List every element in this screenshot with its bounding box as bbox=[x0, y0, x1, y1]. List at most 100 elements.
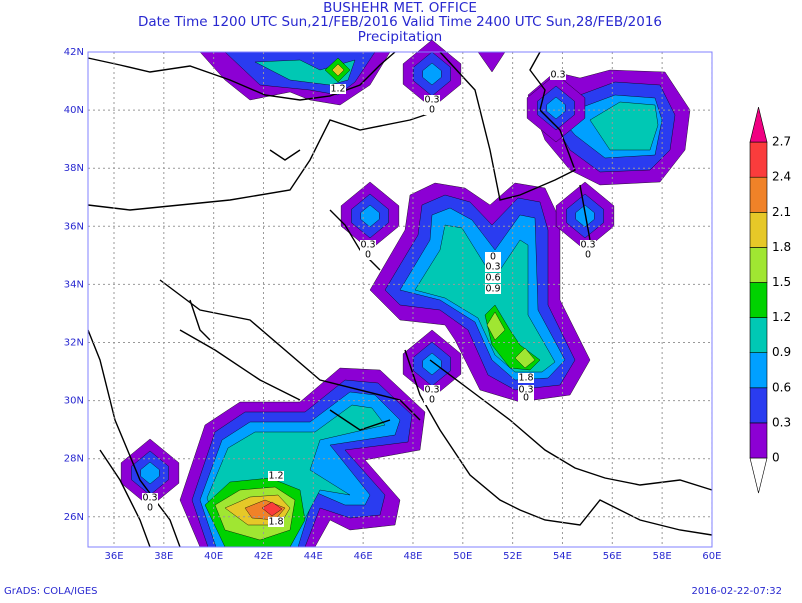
longitude-label: 60E bbox=[702, 551, 721, 562]
color-bar-segment bbox=[749, 247, 768, 283]
contour-label-bg bbox=[550, 70, 566, 80]
contour-label: 1.8 bbox=[518, 373, 533, 384]
color-bar-label: 2.7 bbox=[772, 135, 791, 149]
contour-label: 0 bbox=[429, 105, 435, 116]
contour-label: 0 bbox=[523, 393, 529, 404]
contour-label-bg bbox=[485, 252, 501, 262]
contour-label-bg bbox=[360, 250, 376, 260]
contour-label: 0 bbox=[365, 250, 371, 261]
contour-label-bg bbox=[485, 273, 501, 283]
latitude-label: 28N bbox=[64, 454, 84, 465]
contour-label-bg bbox=[518, 385, 534, 395]
title: BUSHEHR MET. OFFICE bbox=[323, 0, 477, 16]
longitude-label: 48E bbox=[403, 551, 422, 562]
contour-label: 0.9 bbox=[485, 284, 500, 295]
contour-label: 0.6 bbox=[485, 273, 500, 284]
color-bar-segment bbox=[749, 317, 768, 354]
color-bar-label: 1.8 bbox=[772, 240, 791, 254]
contour-band bbox=[261, 501, 283, 517]
color-bar-segment bbox=[749, 176, 768, 213]
color-bar-label: 2.4 bbox=[772, 170, 791, 184]
contour-label: 0.3 bbox=[580, 240, 595, 251]
color-bar: 0 0.3 0.6 0.9 1.2 1.5 1.8 2.1 2.4 2.7 bbox=[749, 107, 791, 494]
contour-label-bg bbox=[268, 471, 284, 481]
contour-label: 0 bbox=[429, 395, 435, 406]
contour-label: 0.3 bbox=[142, 493, 157, 504]
contour-label-bg bbox=[360, 240, 376, 250]
color-bar-end bbox=[749, 107, 768, 143]
contour-band bbox=[140, 461, 160, 485]
longitude-label: 44E bbox=[304, 551, 323, 562]
latitude-label: 38N bbox=[64, 163, 84, 174]
longitude-label: 46E bbox=[354, 551, 373, 562]
contour-band bbox=[477, 51, 506, 73]
color-bar-segment bbox=[749, 422, 768, 459]
longitude-label: 40E bbox=[204, 551, 223, 562]
contour-band bbox=[360, 204, 380, 228]
color-bar-label: 0.6 bbox=[772, 380, 791, 394]
color-bar-label: 0 bbox=[772, 451, 780, 465]
longitude-label: 50E bbox=[453, 551, 472, 562]
contour-band bbox=[546, 96, 566, 120]
contour-label-bg bbox=[424, 105, 440, 115]
contour-label: 0.3 bbox=[424, 95, 439, 106]
contour-band bbox=[422, 352, 442, 376]
contour-label-bg bbox=[142, 493, 158, 503]
contour-label: 0.3 bbox=[518, 385, 533, 396]
latitude-label: 42N bbox=[64, 47, 84, 58]
color-bar-end bbox=[749, 457, 768, 494]
color-bar-segment bbox=[749, 387, 768, 424]
longitude-label: 38E bbox=[154, 551, 173, 562]
contour-label-bg bbox=[518, 373, 534, 383]
contour-band bbox=[486, 311, 506, 341]
contour-band bbox=[514, 347, 536, 369]
contour-label-bg bbox=[424, 95, 440, 105]
contour-label: 0 bbox=[147, 503, 153, 514]
contour-label-bg bbox=[268, 517, 284, 527]
contour-label: 0 bbox=[585, 250, 591, 261]
footer-left: GrADS: COLA/IGES bbox=[4, 586, 98, 597]
latitude-label: 36N bbox=[64, 221, 84, 232]
color-bar-label: 1.2 bbox=[772, 310, 791, 324]
color-bar-label: 1.5 bbox=[772, 275, 791, 289]
contour-band bbox=[331, 63, 345, 77]
color-bar-segment bbox=[749, 352, 768, 389]
contour-label: 0.3 bbox=[424, 385, 439, 396]
longitude-label: 56E bbox=[603, 551, 622, 562]
contour-band bbox=[422, 62, 442, 86]
contour-label: 1.2 bbox=[330, 84, 345, 95]
contour-label-bg bbox=[518, 393, 534, 403]
contour-label-bg bbox=[330, 84, 346, 94]
coastlines bbox=[87, 51, 713, 548]
color-bar-segment bbox=[749, 141, 768, 178]
color-bar-segment bbox=[749, 282, 768, 318]
color-bar-segment bbox=[749, 212, 768, 248]
contour-label: 0 bbox=[490, 252, 496, 263]
subtitle: Date Time 1200 UTC Sun,21/FEB/2016 Valid… bbox=[138, 14, 662, 30]
contour-label-bg bbox=[485, 262, 501, 272]
contour-label: 0.3 bbox=[360, 240, 375, 251]
contour-band bbox=[254, 59, 356, 86]
field-name: Precipitation bbox=[358, 29, 442, 45]
footer-right: 2016-02-22-07:32 bbox=[691, 586, 782, 597]
contour-label: 0.3 bbox=[485, 262, 500, 273]
map-frame bbox=[87, 51, 713, 548]
contour-label-bg bbox=[142, 503, 158, 513]
latitude-label: 26N bbox=[64, 512, 84, 523]
contour-label: 1.8 bbox=[268, 517, 283, 528]
contour-label: 0.3 bbox=[550, 70, 565, 81]
contour-label-bg bbox=[424, 385, 440, 395]
latitude-label: 30N bbox=[64, 396, 84, 407]
longitude-label: 52E bbox=[503, 551, 522, 562]
color-bar-label: 0.9 bbox=[772, 345, 791, 359]
longitude-label: 58E bbox=[653, 551, 672, 562]
longitude-label: 42E bbox=[254, 551, 273, 562]
color-bar-label: 0.3 bbox=[772, 415, 791, 429]
contour-label: 1.2 bbox=[268, 471, 283, 482]
longitude-label: 54E bbox=[553, 551, 572, 562]
longitude-label: 36E bbox=[104, 551, 123, 562]
contour-label-bg bbox=[580, 250, 596, 260]
latitude-label: 40N bbox=[64, 105, 84, 116]
contour-label-bg bbox=[580, 240, 596, 250]
